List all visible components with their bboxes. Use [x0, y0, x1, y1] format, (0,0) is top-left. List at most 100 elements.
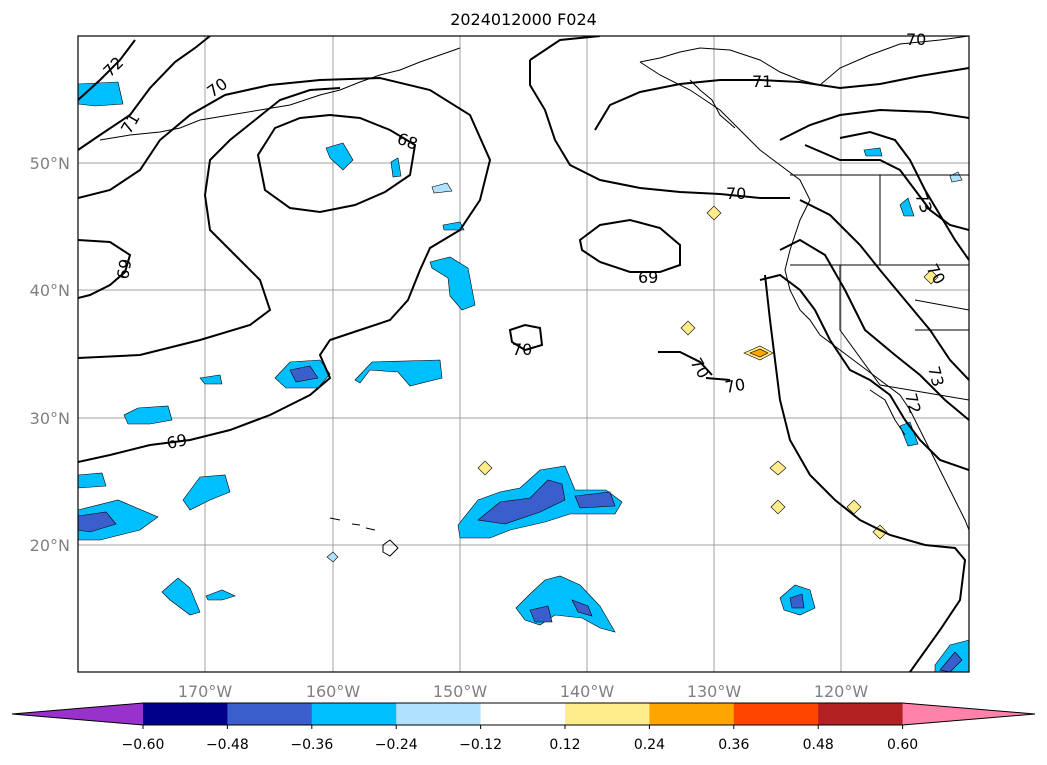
lon-label: 140°W: [560, 682, 615, 701]
colorbar-tick-label: −0.60: [122, 737, 165, 753]
contour-70: [529, 36, 790, 199]
contour-label: 73: [924, 364, 948, 389]
anomaly-patch: [199, 374, 223, 385]
anomaly-patch: [477, 479, 566, 525]
colorbar-segment: [649, 703, 735, 725]
border-us-mexico: [879, 384, 969, 401]
contour-label: 69: [638, 268, 658, 287]
anomaly-patch: [78, 81, 124, 107]
coastline-hawaii: [329, 517, 399, 557]
anomaly-patch: [205, 589, 236, 601]
anomaly-patch: [390, 157, 402, 178]
colorbar-extend-min: [12, 703, 143, 725]
anomaly-patch: [477, 460, 493, 476]
anomaly-patch: [789, 593, 805, 609]
lat-tick-labels: 50°N 40°N 30°N 20°N: [30, 154, 70, 555]
coastlines: [99, 36, 969, 557]
contour-label: 69: [165, 430, 189, 453]
colorbar-tick-label: 0.48: [803, 737, 834, 753]
contour-72: [759, 273, 969, 471]
shaded-anomalies: [78, 81, 969, 672]
anomaly-patch: [529, 605, 553, 623]
lat-label: 50°N: [30, 154, 70, 173]
anomaly-patch: [923, 269, 939, 285]
anomaly-patch: [863, 147, 883, 157]
coastline-aleutians: [99, 47, 461, 141]
contour-70: [508, 323, 544, 352]
colorbar-segment: [565, 703, 650, 725]
colorbar-tick-label: 0.12: [549, 737, 580, 753]
contour-71: [594, 67, 969, 131]
colorbar-tick-label: 0.60: [887, 737, 918, 753]
anomaly-patch: [769, 460, 787, 476]
colorbar-segment: [396, 703, 482, 725]
anomaly-patch: [749, 348, 769, 358]
colorbar-segment: [311, 703, 397, 725]
contour-label: 71: [752, 72, 772, 91]
anomaly-patch: [78, 499, 159, 541]
contour-label: 69: [113, 257, 135, 280]
contour-label: 70: [906, 30, 926, 49]
contour-70: [658, 351, 731, 381]
contour-69: [78, 87, 341, 359]
colorbar-extend-max: [902, 703, 1035, 725]
lon-label: 120°W: [814, 682, 869, 701]
anomaly-patch: [939, 651, 963, 672]
anomaly-patch: [706, 205, 722, 221]
border-state: [914, 299, 969, 331]
contour-70: [764, 274, 967, 672]
lon-label: 150°W: [433, 682, 488, 701]
contour-68: [256, 113, 417, 214]
contour-72: [779, 108, 969, 141]
anomaly-patch: [846, 499, 862, 515]
contour-73: [779, 238, 969, 421]
contours: [78, 36, 969, 672]
colorbar-segment: [227, 703, 313, 725]
contour-73: [804, 144, 969, 231]
anomaly-patch: [123, 405, 173, 425]
contour-69: [578, 218, 681, 273]
anomaly-patch: [326, 551, 339, 563]
coastline-baja: [869, 389, 906, 436]
anomaly-patch: [571, 599, 593, 617]
border-state: [839, 265, 881, 386]
anomaly-patch: [680, 320, 696, 336]
contour-label: 70: [726, 184, 746, 203]
map-title: 2024012000 F024: [450, 10, 597, 29]
lon-label: 170°W: [178, 682, 233, 701]
contour-73: [799, 199, 969, 381]
contour-label: 70: [512, 340, 532, 359]
colorbar-segment: [733, 703, 819, 725]
lat-label: 20°N: [30, 536, 70, 555]
anomaly-patch: [289, 365, 319, 383]
colorbar-segment: [143, 703, 228, 725]
contour-label: 70: [723, 375, 746, 397]
anomaly-patch: [899, 197, 915, 217]
contour-69: [78, 239, 132, 299]
anomaly-patch: [78, 511, 117, 533]
gridlines: [78, 36, 969, 672]
lat-label: 30°N: [30, 409, 70, 428]
anomaly-patch: [78, 472, 107, 489]
colorbar-tick-label: −0.12: [459, 737, 502, 753]
anomaly-patch: [182, 474, 231, 511]
anomaly-patch: [161, 577, 201, 616]
anomaly-patch: [770, 499, 786, 515]
anomaly-patch: [325, 142, 354, 171]
lon-tick-labels: 170°W 160°W 150°W 140°W 130°W 120°W: [178, 682, 869, 701]
contour-71: [78, 36, 211, 151]
contour-70: [78, 76, 492, 463]
map-border: [77, 35, 970, 673]
colorbar-tick-label: 0.24: [634, 737, 665, 753]
contour-73: [839, 130, 969, 261]
map-panel: [78, 36, 969, 672]
anomaly-patch: [429, 256, 476, 311]
anomaly-patch: [431, 182, 453, 194]
lon-label: 160°W: [306, 682, 361, 701]
contour-label: 72: [901, 391, 925, 416]
colorbar-segment: [818, 703, 904, 725]
colorbar-tick-label: −0.48: [206, 737, 249, 753]
anomaly-patch: [354, 359, 443, 387]
coastline-alaska: [639, 36, 969, 86]
